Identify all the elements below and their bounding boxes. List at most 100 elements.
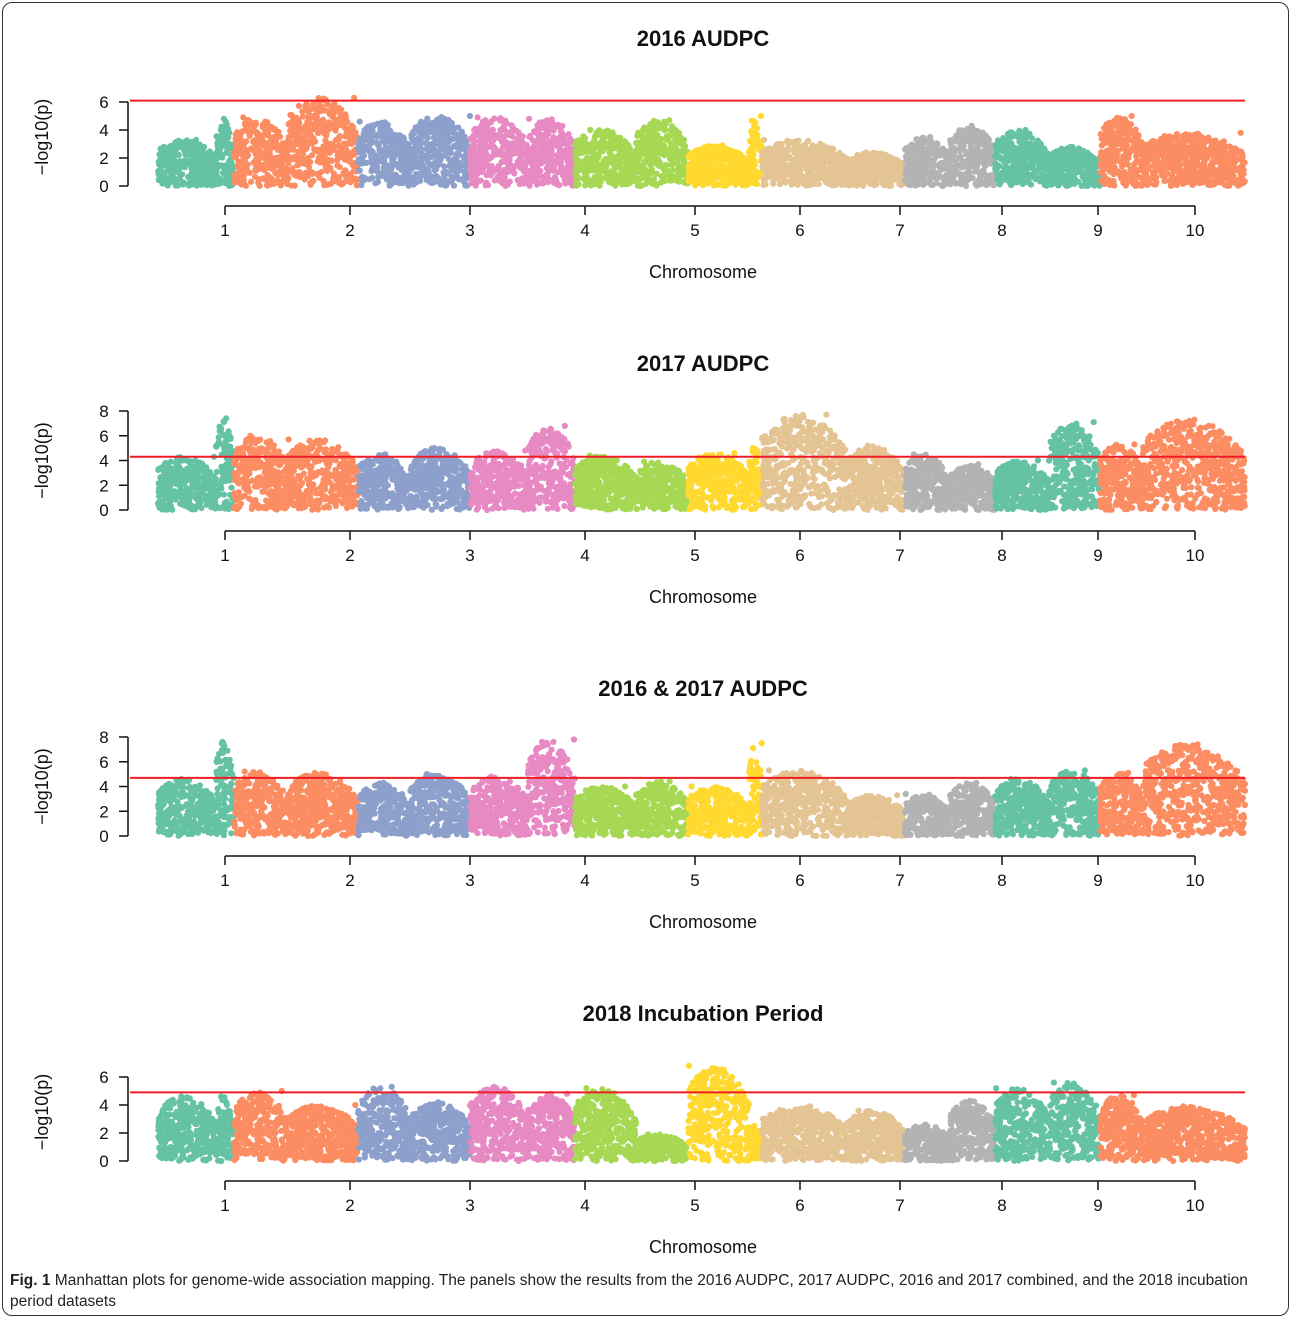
snp-point — [963, 131, 970, 139]
snp-point — [656, 120, 663, 127]
snp-point — [164, 182, 171, 189]
snp-point — [1000, 148, 1007, 155]
snp-point — [348, 122, 355, 129]
snp-point — [883, 160, 890, 167]
snp-point — [845, 170, 852, 177]
snp-point — [802, 160, 809, 167]
snp-point — [449, 135, 456, 142]
snp-point — [859, 151, 867, 158]
snp-point — [382, 164, 389, 171]
snp-point — [757, 112, 765, 120]
snp-point — [825, 168, 832, 175]
snp-point — [707, 151, 714, 158]
snp-point — [250, 147, 257, 154]
snp-point — [418, 131, 425, 138]
snp-point — [381, 170, 388, 177]
snp-point — [284, 171, 291, 179]
snp-point — [506, 145, 514, 152]
snp-point — [850, 181, 857, 188]
snp-point — [646, 126, 653, 133]
snp-point — [633, 158, 640, 165]
snp-point — [831, 177, 838, 184]
snp-point — [483, 179, 490, 186]
snp-point — [221, 178, 228, 185]
snp-point — [237, 131, 244, 138]
snp-point — [467, 146, 474, 153]
snp-point — [1014, 174, 1021, 181]
snp-point — [180, 180, 187, 188]
snp-point — [216, 162, 223, 169]
snp-point — [179, 141, 186, 148]
snp-point — [791, 175, 798, 182]
snp-point — [500, 123, 508, 130]
snp-point — [436, 141, 443, 148]
snp-point — [550, 126, 557, 133]
snp-point — [549, 151, 556, 158]
snp-point — [545, 130, 552, 137]
snp-point — [185, 173, 192, 181]
snp-point — [966, 169, 973, 177]
snp-point — [655, 156, 662, 163]
snp-point — [574, 159, 581, 166]
snp-point — [994, 142, 1002, 149]
snp-point — [805, 153, 812, 160]
snp-point — [1017, 139, 1024, 146]
snp-point — [720, 174, 727, 181]
snp-point — [661, 178, 668, 185]
snp-point — [390, 149, 397, 156]
snp-point — [174, 176, 181, 183]
snp-point — [195, 142, 202, 149]
snp-point — [295, 102, 302, 109]
snp-point — [956, 127, 963, 134]
chromosome-segment-16 — [947, 122, 999, 189]
snp-point — [462, 140, 470, 147]
snp-point — [762, 181, 769, 188]
snp-point — [160, 160, 167, 168]
snp-point — [751, 122, 758, 130]
snp-point — [669, 166, 676, 173]
snp-point — [257, 149, 264, 156]
snp-point — [155, 170, 162, 177]
snp-point — [513, 127, 520, 135]
snp-point — [222, 172, 229, 180]
chromosome-segment-17 — [992, 126, 1053, 189]
snp-point — [739, 182, 746, 189]
snp-point — [715, 151, 722, 158]
snp-point — [444, 132, 451, 140]
snp-point — [377, 121, 384, 128]
snp-point — [447, 125, 454, 132]
snp-point — [933, 162, 941, 169]
snp-point — [529, 137, 537, 144]
snp-point — [748, 117, 755, 124]
snp-point — [560, 134, 567, 141]
snp-point — [407, 145, 414, 152]
snp-point — [215, 154, 222, 161]
snp-point — [353, 182, 360, 189]
snp-point — [324, 181, 331, 188]
snp-point — [1038, 150, 1045, 157]
snp-point — [922, 155, 929, 162]
snp-point — [575, 181, 582, 188]
snp-point — [440, 115, 448, 122]
snp-point — [433, 166, 440, 173]
snp-point — [284, 177, 291, 184]
snp-point — [779, 177, 786, 184]
snp-point — [638, 168, 645, 175]
snp-point — [410, 161, 417, 168]
snp-point — [319, 125, 326, 132]
snp-point — [379, 149, 386, 156]
snp-point — [262, 152, 269, 159]
y-tick-label: 6 — [99, 93, 108, 112]
snp-point — [642, 175, 650, 182]
snp-point — [455, 124, 462, 131]
snp-point — [447, 149, 454, 157]
snp-point — [311, 146, 318, 153]
snp-point — [218, 132, 225, 139]
chromosome-segment-9 — [572, 126, 639, 189]
snp-point — [310, 114, 317, 121]
snp-point — [367, 135, 374, 142]
snp-point — [239, 152, 246, 159]
snp-point — [775, 153, 782, 160]
snp-point — [591, 167, 599, 174]
snp-point — [651, 138, 658, 146]
